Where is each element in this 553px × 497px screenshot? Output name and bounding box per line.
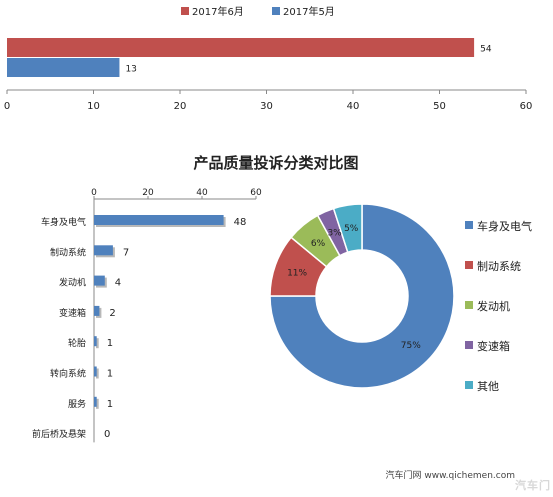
slice-label: 3% — [327, 229, 342, 239]
data-label: 4 — [115, 278, 121, 289]
slice — [269, 203, 455, 389]
tick-label: 60 — [250, 188, 262, 198]
slice-labels: 75% 11% 6%3% 5% — [287, 224, 421, 351]
slice-label: 75% — [401, 341, 421, 351]
tick-label: 60 — [520, 101, 533, 112]
slice — [332, 203, 363, 254]
data-label: 1 — [107, 338, 113, 349]
data-label: 7 — [123, 247, 129, 258]
monthly-comparison-chart: 2017年6月 2017年5月 54 13 0 10 20 30 40 50 60 — [4, 5, 533, 112]
legend-swatch — [465, 301, 473, 309]
data-label: 48 — [234, 217, 247, 228]
donut-slices — [269, 203, 455, 389]
watermark-text: 汽车门网 www.qichemen.com — [385, 471, 515, 481]
bars: 车身及电气 48 制动系统 7 发动机 4 变速箱 2 轮胎 1 转向系统 1 服务 1 前后桥及悬架 0 — [32, 215, 246, 440]
legend-swatch — [465, 221, 473, 229]
legend-label: 车身及电气 — [477, 219, 532, 233]
data-label: 1 — [107, 399, 113, 410]
category-label: 服务 — [68, 398, 86, 410]
legend-label: 制动系统 — [477, 260, 521, 273]
tick-label: 40 — [347, 101, 360, 112]
slice-label: 5% — [344, 224, 359, 234]
legend-swatch — [272, 7, 280, 15]
category-label: 转向系统 — [50, 368, 86, 380]
tick-label: 10 — [87, 101, 100, 112]
data-label: 2 — [109, 308, 115, 319]
category-label: 变速箱 — [59, 307, 86, 319]
category-label: 发动机 — [59, 277, 86, 289]
legend-swatch — [465, 261, 473, 269]
legend-label: 发动机 — [477, 299, 510, 313]
category-label: 轮胎 — [68, 337, 86, 349]
bar — [94, 305, 100, 316]
legend-swatch — [181, 7, 189, 15]
tick-label: 30 — [260, 101, 273, 112]
legend-label: 2017年5月 — [283, 5, 335, 18]
category-label: 车身及电气 — [41, 216, 86, 228]
bar-jun — [7, 38, 475, 57]
legend-label: 其他 — [477, 380, 499, 393]
bar — [94, 396, 97, 407]
data-label: 0 — [104, 429, 110, 440]
tick-label: 0 — [4, 101, 10, 112]
x-axis: 0 10 20 30 40 50 60 — [4, 89, 533, 112]
category-label: 前后桥及悬架 — [32, 428, 86, 440]
category-label: 制动系统 — [50, 246, 86, 258]
bar — [94, 245, 113, 256]
tick-label: 50 — [433, 101, 446, 112]
bar — [94, 336, 97, 347]
legend-swatch — [465, 381, 473, 389]
tick-label: 20 — [174, 101, 187, 112]
watermark-logo: 汽车门 — [515, 479, 551, 492]
tick-label: 20 — [142, 188, 154, 198]
bar — [94, 275, 105, 286]
bar-shadow — [96, 368, 99, 379]
tick-label: 0 — [91, 188, 97, 198]
slice-label: 6% — [311, 239, 326, 249]
slice-label: 11% — [287, 269, 307, 279]
data-label: 1 — [107, 369, 113, 380]
bar — [94, 366, 97, 377]
chart-title: 产品质量投诉分类对比图 — [193, 154, 358, 172]
legend-label: 2017年6月 — [192, 5, 244, 18]
legend-swatch — [465, 341, 473, 349]
data-label: 54 — [480, 45, 492, 55]
tick-label: 40 — [196, 188, 208, 198]
legend-label: 变速箱 — [477, 339, 510, 353]
bar-shadow — [96, 338, 99, 349]
bar-may — [7, 58, 120, 77]
legend: 2017年6月 2017年5月 — [181, 5, 335, 18]
bar — [94, 215, 224, 225]
x-axis: 0 20 40 60 — [91, 188, 262, 443]
data-label: 13 — [125, 65, 136, 75]
bar-shadow — [96, 398, 99, 409]
bars: 54 13 — [7, 38, 492, 77]
